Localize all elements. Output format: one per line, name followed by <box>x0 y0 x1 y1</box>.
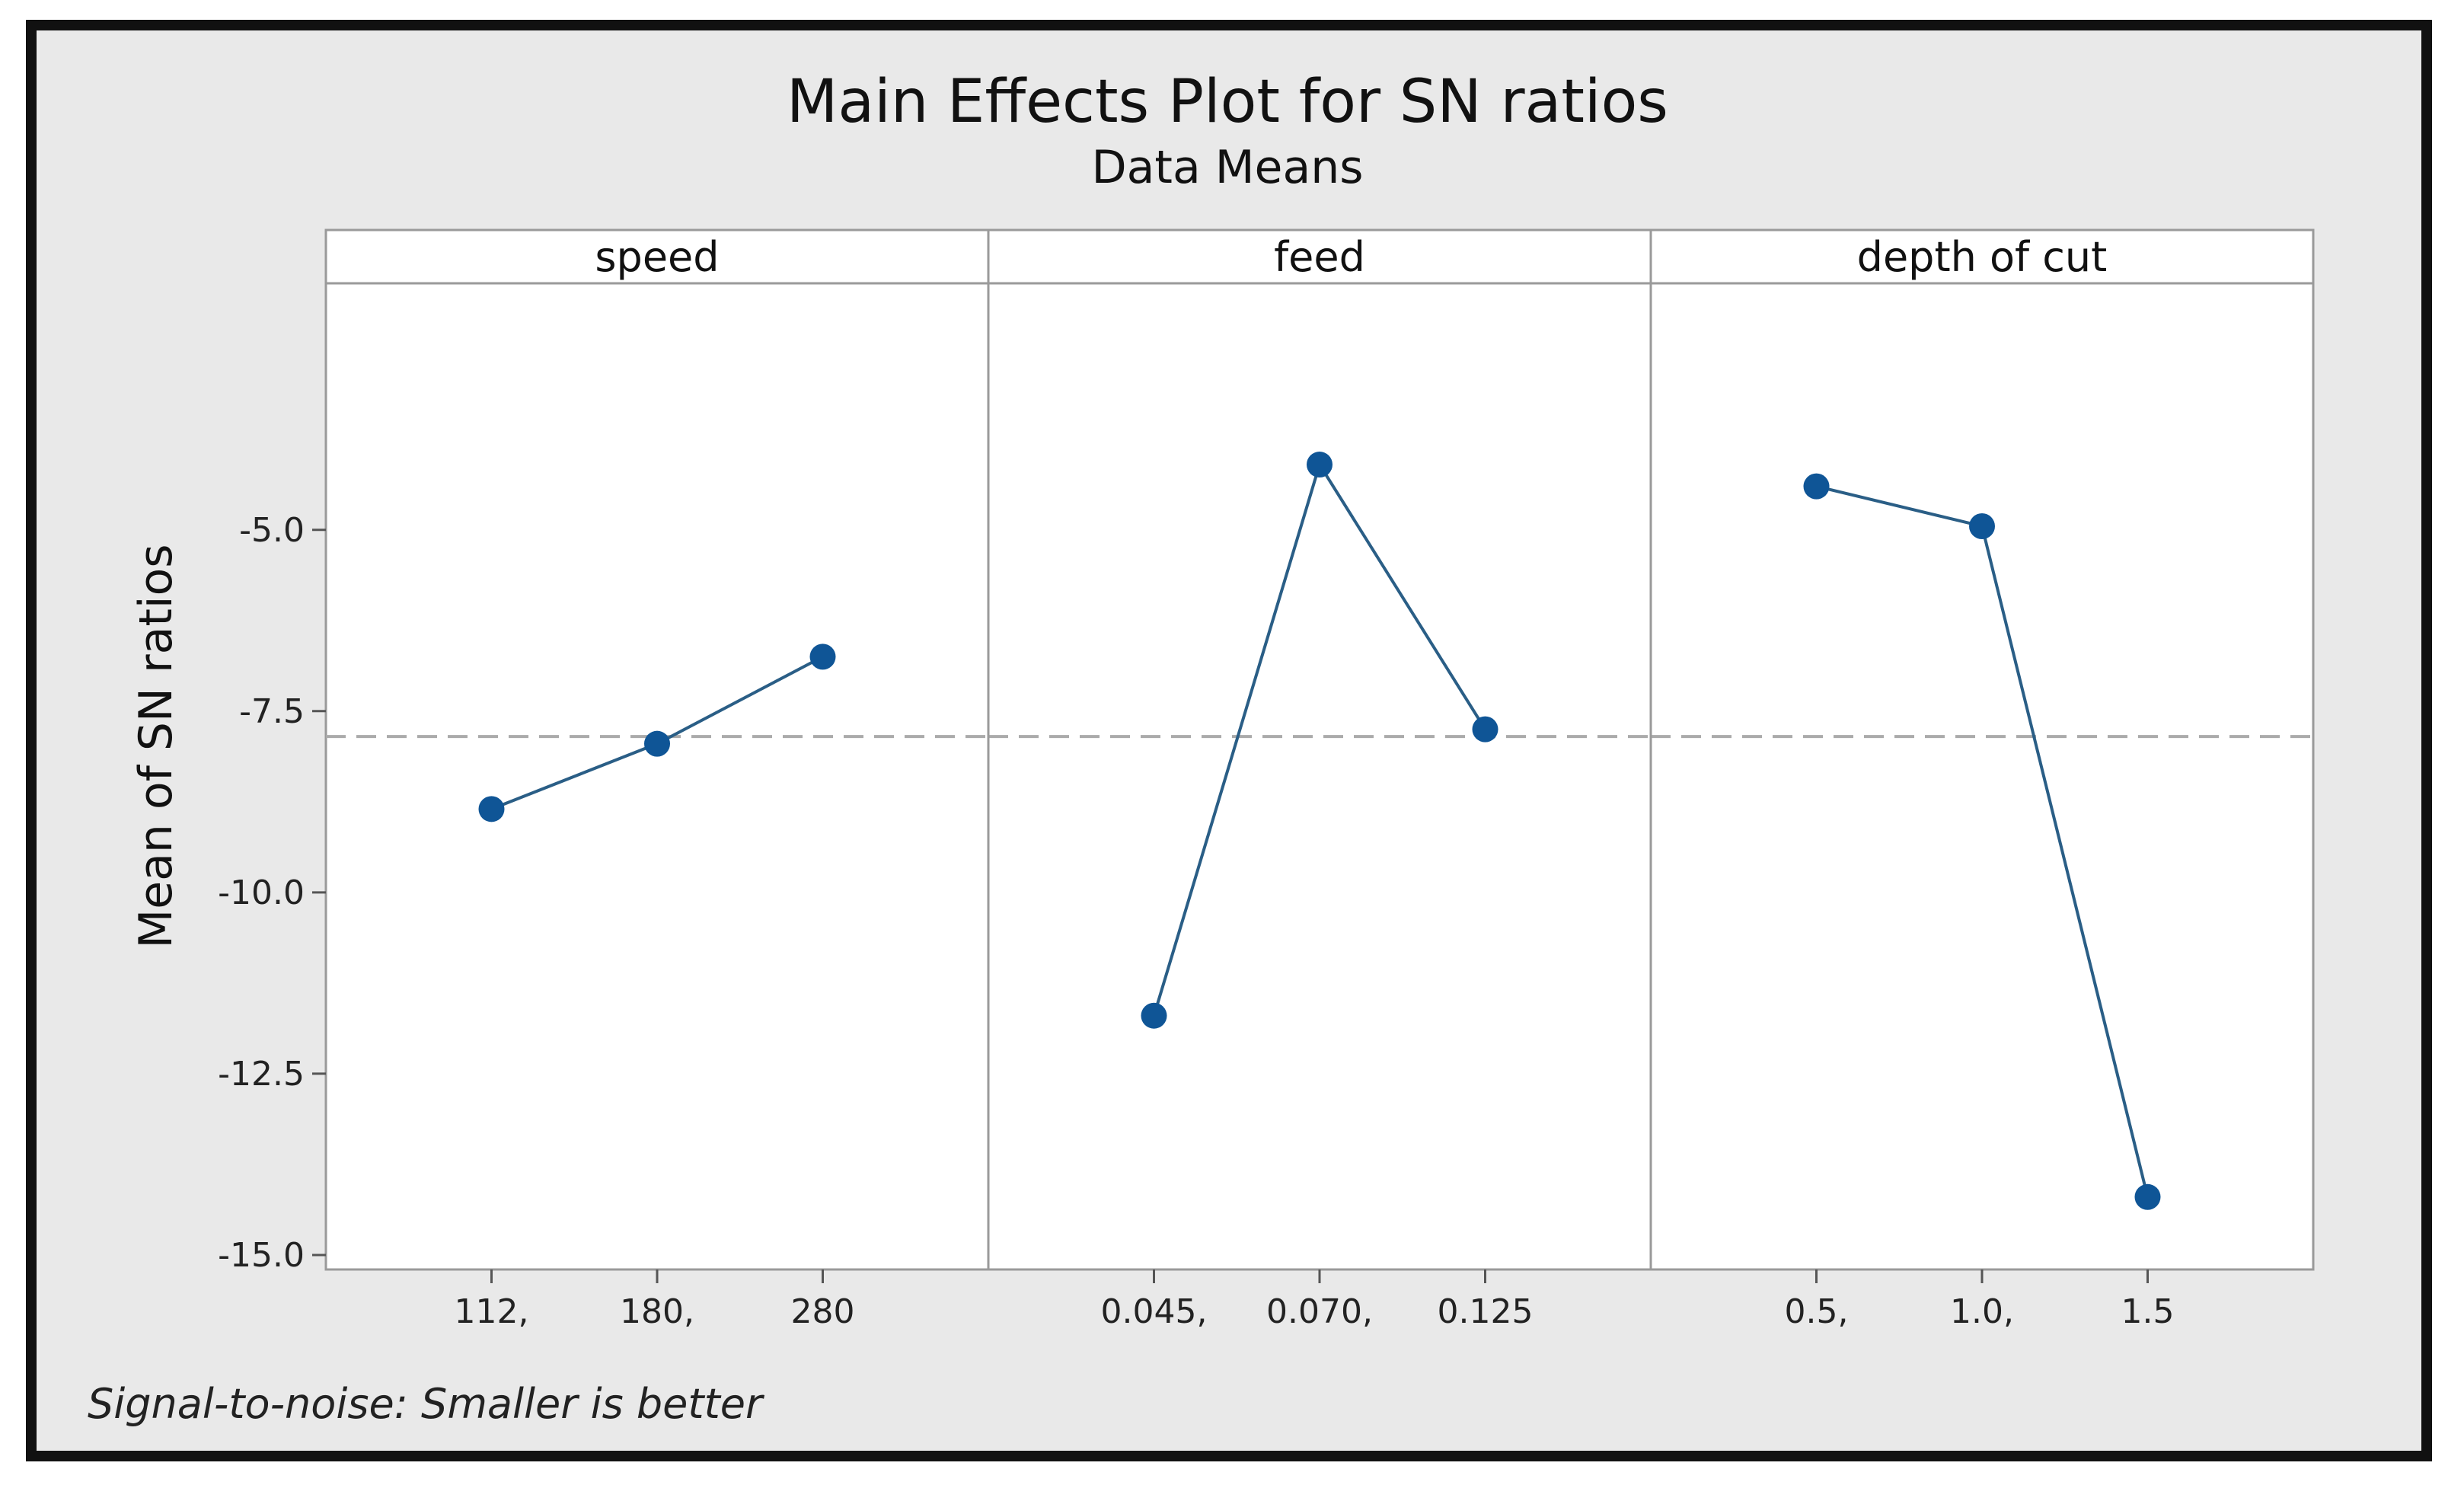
x-tick-label: 0.045, <box>1101 1292 1208 1331</box>
chart-title: Main Effects Plot for SN ratios <box>787 68 1668 136</box>
data-point <box>809 644 836 670</box>
x-tick-label: 112, <box>455 1292 529 1331</box>
series-line-segment <box>1980 525 2150 1198</box>
data-point <box>1307 452 1333 478</box>
x-tick-label: 180, <box>620 1292 694 1331</box>
x-tick-label: 1.0, <box>1950 1292 2014 1331</box>
data-point <box>1141 1002 1167 1029</box>
data-point <box>2134 1183 2161 1210</box>
y-tick-label: -7.5 <box>239 692 305 731</box>
plot-area <box>324 282 2315 1271</box>
footnote: Signal-to-noise: Smaller is better <box>88 1380 764 1428</box>
strip-header <box>324 228 2315 285</box>
panel-feed: feed 0.045, 0.070, 0.125 <box>987 230 1534 1331</box>
panels: speed 112, 180, 280 feed 0.045, 0.070, 0.125 dep… <box>455 230 2175 1331</box>
y-tick-label: -12.5 <box>218 1055 305 1094</box>
panel-strip-label: feed <box>1274 233 1365 281</box>
y-tick-label: -10.0 <box>218 873 305 912</box>
panel-depth-of-cut: depth of cut 0.5, 1.0, 1.5 <box>1649 230 2175 1331</box>
data-point <box>1803 473 1830 500</box>
series-line-segment <box>490 742 658 811</box>
panel-strip-label: speed <box>595 233 719 281</box>
y-tick-label: -5.0 <box>239 511 305 550</box>
series-line-segment <box>656 655 824 746</box>
data-point <box>478 796 505 822</box>
data-point <box>644 730 670 757</box>
panel-speed: speed 112, 180, 280 <box>455 233 855 1331</box>
y-tick-label: -15.0 <box>218 1236 305 1275</box>
x-tick-label: 0.125 <box>1438 1292 1534 1331</box>
panel-strip-label: depth of cut <box>1857 233 2108 281</box>
data-point <box>1969 513 1995 539</box>
data-point <box>1472 716 1499 743</box>
series-line-segment <box>1816 484 1983 528</box>
y-axis-label: Mean of SN ratios <box>129 544 183 948</box>
x-tick-label: 0.070, <box>1266 1292 1373 1331</box>
y-axis: -5.0 -7.5 -10.0 -12.5 -15.0 <box>218 511 326 1275</box>
series-line-segment <box>1318 463 1487 730</box>
chart-subtitle: Data Means <box>1091 141 1363 194</box>
x-tick-label: 280 <box>791 1292 855 1331</box>
x-tick-label: 0.5, <box>1785 1292 1849 1331</box>
x-tick-label: 1.5 <box>2121 1292 2175 1331</box>
series-line-segment <box>1152 464 1321 1017</box>
